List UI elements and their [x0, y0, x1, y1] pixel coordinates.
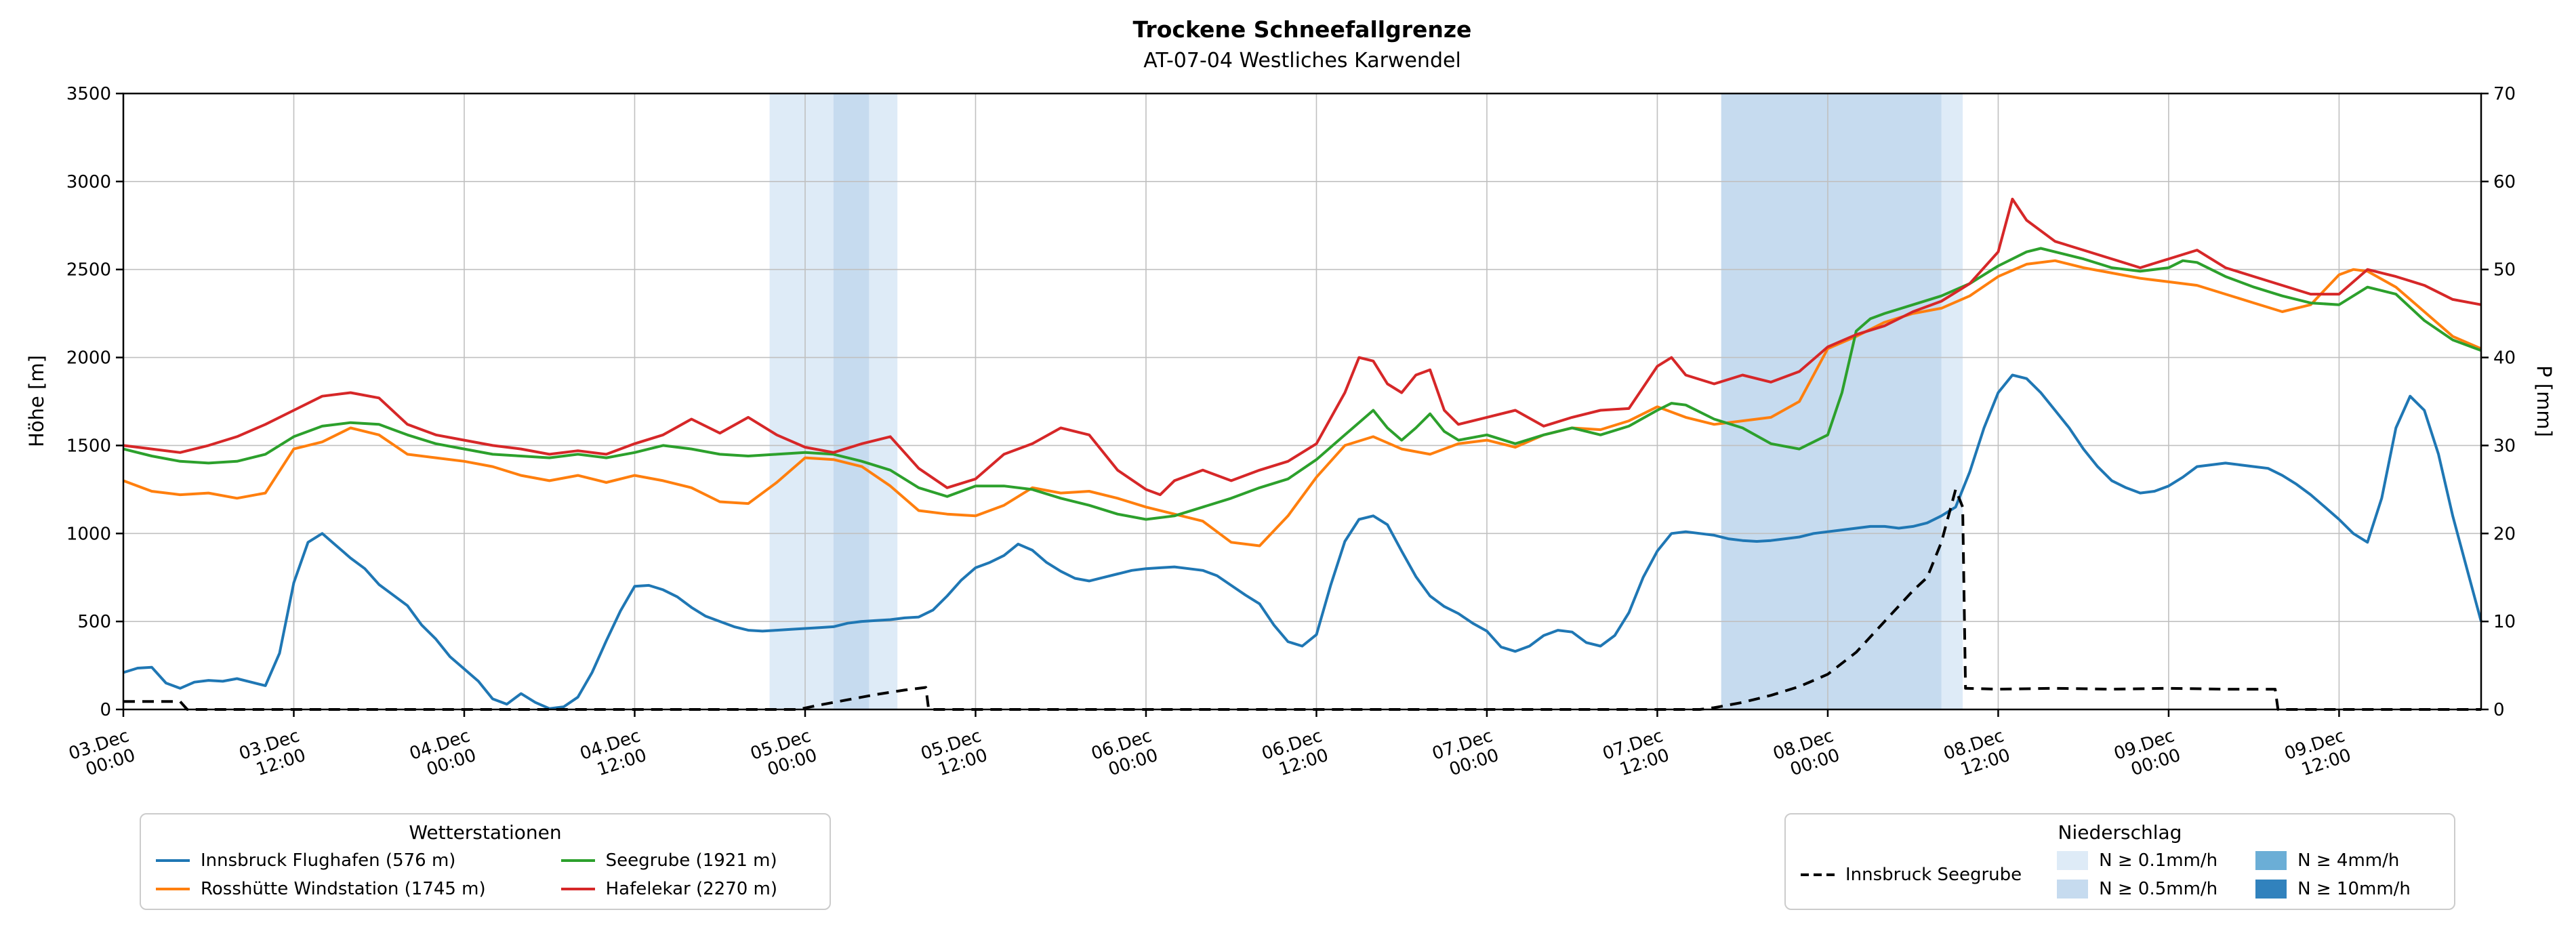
legend-label: Seegrube (1921 m) [605, 850, 777, 871]
legend-label: N ≥ 10mm/h [2297, 879, 2411, 899]
legend-label: Innsbruck Seegrube [1845, 865, 2022, 885]
plot-border [122, 92, 2482, 711]
x-tick-label: 06.Dec00:00 [1089, 726, 1161, 783]
precip-patch-icon [2255, 880, 2287, 899]
x-tick-label: 03.Dec12:00 [237, 726, 308, 783]
chart-title: Trockene Schneefallgrenze [1132, 16, 1472, 43]
y-right-tick-label: 10 [2493, 612, 2516, 632]
y-left-tick-label: 1500 [66, 436, 111, 456]
line-swatch-icon [156, 859, 190, 862]
line-swatch-icon [560, 888, 595, 890]
legend-stations-title: Wetterstationen [409, 821, 562, 844]
y-left-tick-label: 500 [77, 612, 111, 632]
y-left-tick-label: 2000 [66, 348, 111, 369]
legend-item-innsbruck-seegrube: Innsbruck Seegrube [1801, 865, 2022, 885]
legend-item-n-0-5: N ≥ 0.5mm/h [2057, 879, 2217, 899]
precip-patch-icon [2057, 851, 2089, 870]
series-line-2 [123, 247, 2482, 521]
x-tick-label: 07.Dec00:00 [1430, 726, 1502, 783]
legend-item-n-0-1: N ≥ 0.1mm/h [2057, 850, 2217, 871]
series-line-4 [123, 488, 2481, 711]
legend-label: N ≥ 4mm/h [2297, 850, 2400, 871]
line-swatch-icon [156, 888, 190, 890]
x-tick-label: 09.Dec12:00 [2282, 726, 2354, 783]
legend-label: N ≥ 0.1mm/h [2099, 850, 2218, 871]
y-right-tick-label: 60 [2493, 172, 2516, 192]
x-tick-label: 08.Dec00:00 [1771, 726, 1843, 783]
series-line-0 [123, 373, 2482, 710]
legend-wetterstationen: Wetterstationen Innsbruck Flughafen (576… [140, 813, 831, 910]
legend-precip-body: Innsbruck Seegrube N ≥ 0.1mm/h N ≥ 0.5mm… [1801, 850, 2439, 899]
legend-precip-grid: N ≥ 0.1mm/h N ≥ 0.5mm/h N ≥ 4mm/h N ≥ 10… [2057, 850, 2411, 899]
x-tick-label: 05.Dec00:00 [748, 726, 820, 783]
x-tick-label: 07.Dec12:00 [1600, 726, 1672, 783]
legend-item-n-4: N ≥ 4mm/h [2255, 850, 2411, 871]
x-tick-label: 04.Dec00:00 [407, 726, 479, 783]
y-left-tick-label: 0 [100, 700, 111, 720]
y-right-tick-label: 40 [2493, 348, 2516, 369]
x-tick-label: 05.Dec12:00 [918, 726, 990, 783]
x-tick-label: 03.Dec00:00 [66, 726, 138, 783]
y-right-tick-label: 70 [2493, 84, 2516, 104]
y-right-tick-label: 20 [2493, 524, 2516, 544]
series-line-3 [123, 197, 2482, 497]
precip-region [1721, 94, 1942, 709]
legend-label: Rosshütte Windstation (1745 m) [201, 879, 486, 899]
legend-label: N ≥ 0.5mm/h [2099, 879, 2218, 899]
line-swatch-icon [560, 859, 595, 862]
legend-item-innsbruck-flughafen: Innsbruck Flughafen (576 m) [156, 850, 523, 871]
precip-patch-icon [2255, 851, 2287, 870]
y-axis-label-right: P [mm] [2533, 365, 2556, 437]
y-right-tick-label: 0 [2493, 700, 2505, 720]
legend-label: Hafelekar (2270 m) [605, 879, 778, 899]
legend-item-rosshuette: Rosshütte Windstation (1745 m) [156, 879, 523, 899]
x-tick-label: 04.Dec12:00 [577, 726, 649, 783]
dashed-line-swatch-icon [1801, 873, 1835, 876]
legend-niederschlag: Niederschlag Innsbruck Seegrube N ≥ 0.1m… [1784, 813, 2455, 910]
x-tick-label: 08.Dec12:00 [1941, 726, 2013, 783]
y-left-tick-label: 3000 [66, 172, 111, 192]
y-axis-label-left: Höhe [m] [25, 355, 48, 447]
series-line-1 [123, 259, 2482, 548]
y-left-tick-label: 2500 [66, 260, 111, 281]
y-right-tick-label: 30 [2493, 436, 2516, 456]
legend-item-seegrube: Seegrube (1921 m) [560, 850, 815, 871]
y-left-tick-label: 3500 [66, 84, 111, 104]
legend-label: Innsbruck Flughafen (576 m) [201, 850, 456, 871]
legend-precip-title: Niederschlag [2058, 821, 2182, 844]
x-tick-label: 09.Dec00:00 [2112, 726, 2184, 783]
legend-item-hafelekar: Hafelekar (2270 m) [560, 879, 815, 899]
precip-patch-icon [2057, 880, 2089, 899]
x-tick-label: 06.Dec12:00 [1259, 726, 1331, 783]
legend-item-n-10: N ≥ 10mm/h [2255, 879, 2411, 899]
y-right-tick-label: 50 [2493, 260, 2516, 281]
precip-region [833, 94, 870, 709]
chart-subtitle: AT-07-04 Westliches Karwendel [1143, 49, 1461, 73]
y-left-tick-label: 1000 [66, 524, 111, 544]
legend-stations-grid: Innsbruck Flughafen (576 m) Rosshütte Wi… [156, 850, 815, 899]
